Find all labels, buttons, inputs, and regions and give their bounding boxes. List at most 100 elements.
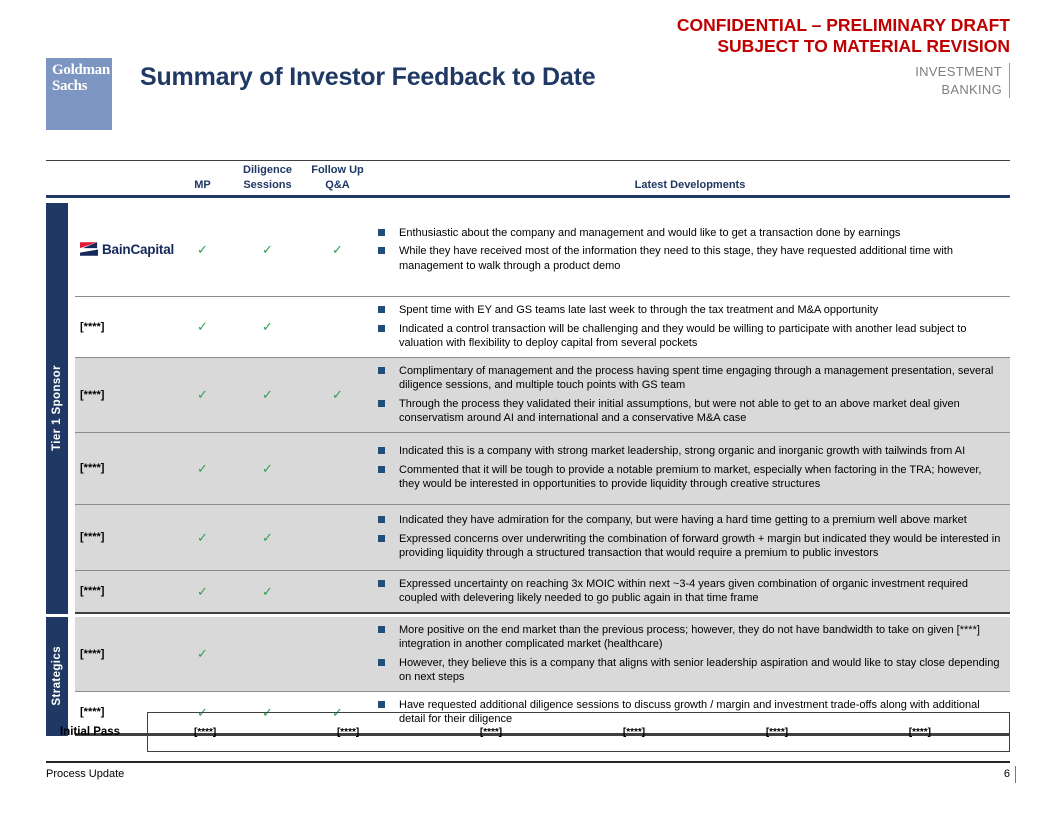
development-bullet: Indicated they have admiration for the c… (370, 513, 1004, 528)
bullet-square-icon (378, 366, 385, 374)
investor-name: [****] (80, 531, 105, 544)
bullet-square-icon (378, 324, 385, 332)
development-bullet: Enthusiastic about the company and manag… (370, 226, 1004, 241)
diligence-sessions-cell: ✓ (230, 585, 305, 598)
development-bullet: Spent time with EY and GS teams late las… (370, 303, 1004, 318)
check-icon: ✓ (262, 387, 273, 403)
check-icon: ✓ (197, 583, 208, 599)
bullet-square-icon (378, 658, 385, 666)
check-icon: ✓ (262, 529, 273, 545)
column-header-diligence-sessions: Diligence Sessions (243, 164, 292, 191)
check-icon: ✓ (197, 242, 208, 257)
check-icon: ✓ (262, 460, 273, 476)
diligence-sessions-cell: ✓ (230, 243, 305, 256)
latest-developments-cell: Have requested additional diligence sess… (370, 692, 1010, 733)
development-text: Complimentary of management and the proc… (399, 364, 994, 392)
group-label-tier-1-sponsor: Tier 1 Sponsor (51, 365, 63, 452)
check-icon: ✓ (262, 583, 273, 599)
mp-cell: ✓ (175, 388, 230, 401)
followup-qa-cell: ✓ (305, 243, 370, 256)
page-number: 6 (1004, 766, 1016, 783)
latest-developments-cell: Spent time with EY and GS teams late las… (370, 297, 1010, 357)
development-text: While they have received most of the inf… (399, 245, 953, 272)
mp-cell: ✓ (175, 243, 230, 256)
goldman-sachs-logo: Goldman Sachs (46, 58, 112, 130)
investor-name: [****] (80, 585, 105, 598)
investor-name-cell: [****] (75, 462, 175, 474)
investor-name-cell: [****] (75, 531, 175, 543)
investor-name: [****] (80, 647, 105, 660)
latest-developments-cell: Enthusiastic about the company and manag… (370, 220, 1010, 280)
column-header-mp: MP (194, 178, 211, 191)
initial-pass-item: [****] (194, 726, 217, 738)
header-spacer (46, 192, 75, 195)
group-section-tier-1-sponsor: Tier 1 Sponsor BainCapital ✓ ✓ ✓ Enthusiastic… (46, 203, 1010, 614)
investor-name-cell: [****] (75, 321, 175, 333)
footer-rule (46, 761, 1010, 763)
group-rows-tier-1-sponsor: BainCapital ✓ ✓ ✓ Enthusiastic about the com… (75, 203, 1010, 614)
investor-name-cell: [****] (75, 585, 175, 597)
group-section-strategics: Strategics [****] ✓ More positive on the en… (46, 616, 1010, 736)
group-rows-strategics: [****] ✓ More positive on the end market t… (75, 616, 1010, 736)
table-row: [****] ✓ ✓ Indicated this is a company with… (75, 431, 1010, 504)
bullet-square-icon (378, 579, 385, 587)
development-text: Enthusiastic about the company and manag… (399, 226, 901, 239)
bullet-square-icon (378, 306, 385, 313)
group-bar-strategics: Strategics (46, 616, 68, 736)
development-bullet: Complimentary of management and the proc… (370, 364, 1004, 393)
initial-pass-item: [****] (336, 726, 360, 738)
table-row: [****] ✓ ✓ Spent time with EY and GS teams … (75, 296, 1010, 357)
development-text: More positive on the end market than the… (399, 623, 980, 651)
page-title: Summary of Investor Feedback to Date (140, 63, 596, 91)
footer-section-label: Process Update (46, 768, 125, 780)
investor-name-cell: [****] (75, 648, 175, 660)
division-label: INVESTMENT BANKING (915, 63, 1010, 99)
initial-pass-item: [****] (479, 726, 503, 738)
initial-pass-item: [****] (908, 726, 931, 738)
bullet-square-icon (378, 534, 385, 542)
latest-developments-cell: More positive on the end market than the… (370, 617, 1010, 691)
check-icon: ✓ (262, 319, 273, 335)
development-bullet: Through the process they validated their… (370, 397, 1004, 426)
group-label-strategics: Strategics (51, 646, 63, 706)
confidential-line2: SUBJECT TO MATERIAL REVISION (717, 36, 1010, 57)
bullet-square-icon (378, 700, 385, 708)
development-bullet: Indicated this is a company with strong … (370, 444, 1004, 459)
diligence-sessions-cell: ✓ (230, 320, 305, 333)
development-bullet: More positive on the end market than the… (370, 623, 1004, 652)
latest-developments-cell: Indicated this is a company with strong … (370, 438, 1010, 498)
table-row: BainCapital ✓ ✓ ✓ Enthusiastic about the com… (75, 203, 1010, 296)
development-bullet: Expressed uncertainty on reaching 3x MOI… (370, 577, 1004, 606)
table-header-row: MP Diligence Sessions Follow Up Q&A Late… (46, 160, 1010, 198)
development-bullet: Expressed concerns over underwriting the… (370, 532, 1004, 561)
development-bullet: While they have received most of the inf… (370, 244, 1004, 273)
division-line1: INVESTMENT (915, 64, 1002, 79)
initial-pass-item: [****] (765, 726, 789, 738)
table-row: [****] ✓ ✓ Expressed uncertainty on reachin… (75, 569, 1010, 612)
check-icon: ✓ (197, 387, 208, 403)
header-spacer (75, 192, 175, 195)
bullet-square-icon (378, 228, 385, 236)
table-row: [****] ✓ More positive on the end market t… (75, 616, 1010, 691)
initial-pass-label: Initial Pass (60, 726, 121, 738)
development-text: Expressed uncertainty on reaching 3x MOI… (399, 577, 968, 605)
latest-developments-cell: Expressed uncertainty on reaching 3x MOI… (370, 571, 1010, 612)
column-header-latest-developments: Latest Developments (634, 178, 746, 191)
confidential-line1: CONFIDENTIAL – PRELIMINARY DRAFT (676, 15, 1010, 35)
investor-name: BainCapital (102, 242, 175, 257)
investor-name: [****] (80, 462, 105, 475)
check-icon: ✓ (197, 529, 208, 545)
bullet-square-icon (378, 247, 385, 255)
table-row: [****] ✓ ✓ ✓ Complimentary of management and… (75, 356, 1010, 432)
bullet-square-icon (378, 465, 385, 473)
division-line2: BANKING (941, 81, 1002, 97)
bullet-square-icon (378, 625, 385, 633)
diligence-sessions-cell: ✓ (230, 462, 305, 475)
development-bullet: Have requested additional diligence sess… (370, 698, 1004, 727)
mp-cell: ✓ (175, 585, 230, 598)
development-text: Indicated this is a company with strong … (399, 445, 966, 458)
development-text: Commented that it will be tough to provi… (399, 463, 982, 491)
mp-cell: ✓ (175, 531, 230, 544)
bullet-square-icon (378, 516, 385, 524)
